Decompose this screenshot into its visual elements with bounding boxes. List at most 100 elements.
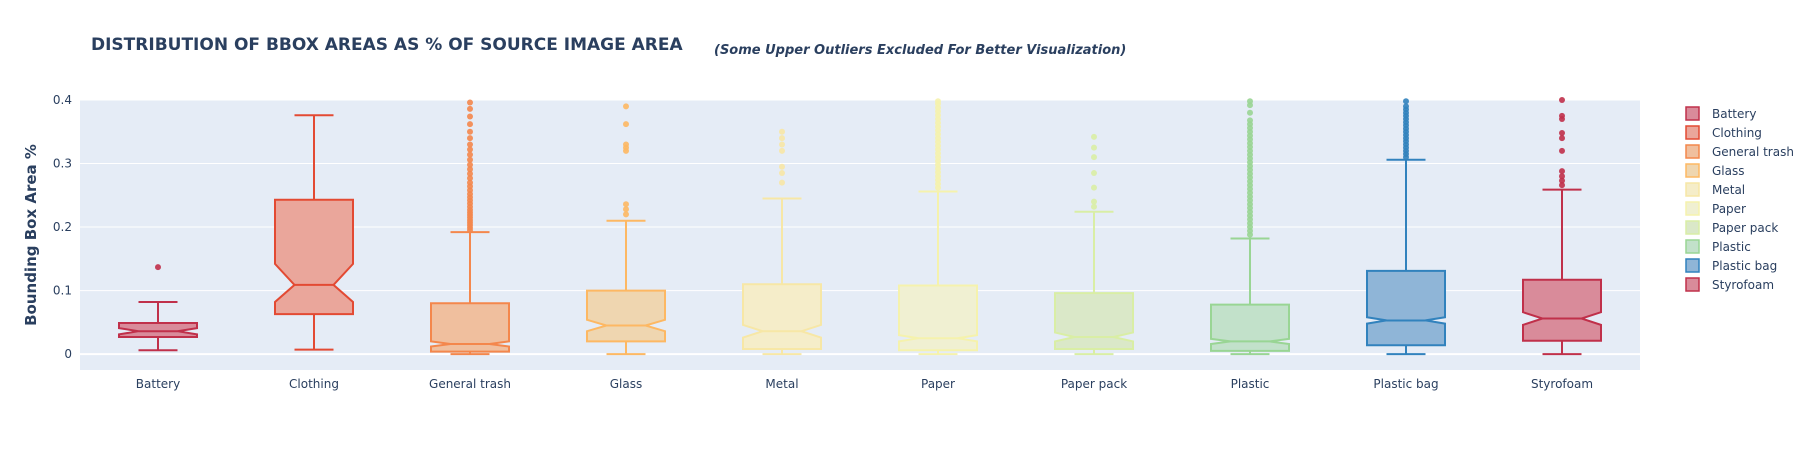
chart-title: DISTRIBUTION OF BBOX AREAS AS % OF SOURC…: [91, 35, 684, 55]
outlier-point: [623, 141, 629, 148]
legend-item: Metal: [1685, 182, 1745, 197]
box-metal: [742, 128, 822, 356]
legend-label: Paper pack: [1712, 221, 1778, 235]
legend-item: Paper pack: [1685, 220, 1778, 235]
legend-item: Glass: [1685, 163, 1745, 178]
box-paper: [898, 98, 978, 356]
outlier-point: [1559, 168, 1565, 175]
legend-swatch: [1685, 239, 1700, 254]
x-tick-label: Paper pack: [1061, 377, 1127, 391]
y-tick-label: 0.4: [53, 93, 72, 107]
outlier-point: [1091, 184, 1097, 191]
box-body: [898, 284, 978, 352]
legend-label: Glass: [1712, 164, 1745, 178]
box-body: [742, 283, 822, 350]
outlier-point: [467, 175, 473, 182]
box-plastic: [1210, 98, 1290, 356]
box-body: [274, 198, 354, 316]
box-battery: [118, 264, 198, 352]
outlier-point: [779, 135, 785, 142]
legend-item: Plastic: [1685, 239, 1751, 254]
outlier-point: [1091, 170, 1097, 177]
legend-label: Plastic: [1712, 240, 1751, 254]
outlier-point: [1559, 177, 1565, 184]
legend-label: Metal: [1712, 183, 1745, 197]
box-paper-pack: [1054, 133, 1134, 356]
legend-swatch: [1685, 163, 1700, 178]
outlier-point: [779, 147, 785, 154]
outlier-point: [1403, 103, 1409, 110]
legend-item: Styrofoam: [1685, 277, 1774, 292]
outlier-point: [1559, 173, 1565, 180]
legend-label: Battery: [1712, 107, 1756, 121]
outlier-point: [779, 128, 785, 135]
x-tick-label: Paper: [921, 377, 955, 391]
x-tick-label: General trash: [429, 377, 511, 391]
outlier-point: [467, 105, 473, 112]
y-tick-label: 0.1: [53, 284, 72, 298]
x-tick-label: Clothing: [289, 377, 339, 391]
legend-label: Styrofoam: [1712, 278, 1774, 292]
box-body: [1522, 278, 1602, 342]
box-body: [118, 322, 198, 338]
legend-swatch: [1685, 125, 1700, 140]
outlier-point: [1559, 147, 1565, 154]
outlier-point: [779, 141, 785, 148]
outlier-point: [1403, 98, 1409, 105]
outlier-point: [623, 103, 629, 110]
y-tick-label: 0.3: [53, 157, 72, 171]
legend-swatch: [1685, 277, 1700, 292]
box-body: [1054, 292, 1134, 350]
outlier-point: [1091, 144, 1097, 151]
outlier-point: [155, 264, 161, 271]
legend-label: Paper: [1712, 202, 1746, 216]
legend-label: Clothing: [1712, 126, 1762, 140]
box-body: [1210, 303, 1290, 352]
y-tick-label: 0: [64, 347, 72, 361]
outlier-point: [467, 135, 473, 142]
outlier-point: [623, 211, 629, 218]
outlier-point: [467, 151, 473, 158]
x-tick-label: Plastic: [1231, 377, 1270, 391]
outlier-point: [467, 141, 473, 148]
box-body: [430, 302, 510, 353]
outlier-point: [467, 170, 473, 177]
box-clothing: [274, 114, 354, 351]
x-tick-label: Glass: [610, 377, 643, 391]
box-glass: [586, 103, 666, 356]
chart-subtitle: (Some Upper Outliers Excluded For Better…: [714, 43, 1126, 58]
y-tick-label: 0.2: [53, 220, 72, 234]
outlier-point: [623, 201, 629, 208]
legend-swatch: [1685, 258, 1700, 273]
outlier-point: [1091, 154, 1097, 161]
box-body: [1366, 269, 1446, 347]
outlier-point: [779, 179, 785, 186]
box-body: [586, 289, 666, 343]
boxes: [118, 97, 1602, 356]
outlier-point: [623, 121, 629, 128]
outlier-point: [1091, 133, 1097, 140]
legend-item: General trash: [1685, 144, 1794, 159]
outlier-point: [779, 170, 785, 177]
outlier-point: [1091, 198, 1097, 205]
y-axis-ticks: 0 0.1 0.2 0.3 0.4: [53, 93, 72, 361]
outlier-point: [467, 156, 473, 163]
outlier-point: [1559, 182, 1565, 189]
x-tick-label: Metal: [765, 377, 798, 391]
legend: Battery Clothing General trash Glass Metal Pa…: [1685, 106, 1794, 292]
outlier-point: [467, 166, 473, 173]
outlier-point: [467, 146, 473, 153]
box-plastic-bag: [1366, 98, 1446, 356]
outlier-point: [467, 113, 473, 120]
x-axis-ticks: Battery Clothing General trash Glass Metal Pa…: [136, 377, 1593, 391]
outlier-point: [467, 161, 473, 168]
legend-item: Battery: [1685, 106, 1756, 121]
x-tick-label: Plastic bag: [1373, 377, 1438, 391]
outlier-point: [467, 99, 473, 106]
legend-item: Clothing: [1685, 125, 1762, 140]
outlier-point: [1559, 135, 1565, 142]
outlier-point: [467, 128, 473, 135]
legend-swatch: [1685, 144, 1700, 159]
